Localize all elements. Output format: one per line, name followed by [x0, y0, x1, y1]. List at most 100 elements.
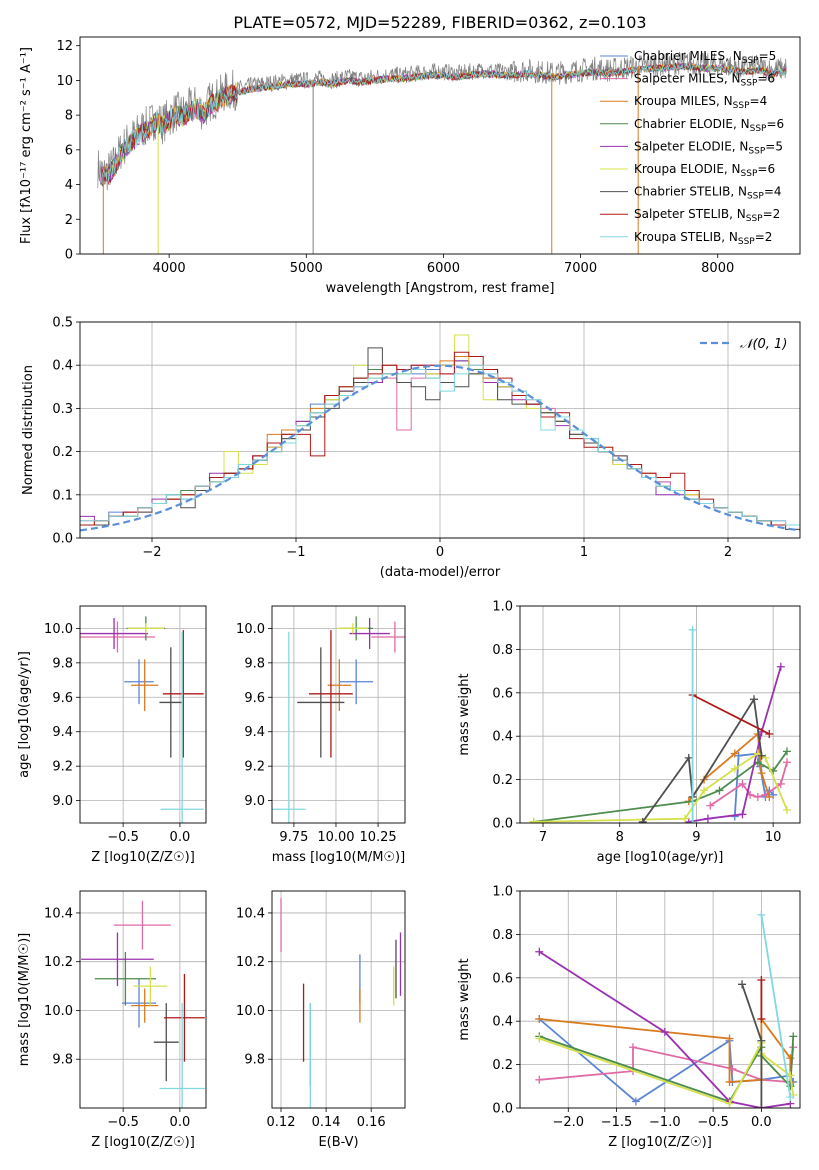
model-spectrum-8: [100, 63, 787, 185]
x-axis-label: (data-model)/error: [380, 565, 501, 580]
weight-marker: [757, 1015, 766, 1024]
x-tick-label: 6000: [427, 261, 460, 276]
weight-marker: [688, 819, 697, 823]
x-tick-label: 7000: [564, 261, 597, 276]
y-axis-label: mass weight: [457, 673, 472, 755]
y-axis-label: age [log10(age/yr)]: [17, 651, 32, 778]
spectrum-lines: [97, 51, 787, 254]
y-tick-label: 9.2: [244, 760, 265, 775]
x-tick-label: 0.12: [267, 1115, 296, 1130]
y-tick-label: 0.2: [492, 1058, 513, 1073]
x-tick-label: −1.5: [601, 1115, 633, 1130]
weight-marker: [738, 779, 747, 788]
y-tick-label: 2: [65, 213, 73, 228]
weight-line-3: [533, 750, 788, 823]
y-axis-label: Normed distribution: [21, 365, 36, 495]
y-tick-label: 10: [56, 74, 73, 89]
x-axis-label: wavelength [Angstrom, rest frame]: [326, 281, 555, 296]
y-tick-label: 10.4: [236, 906, 265, 921]
legend-label: Chabrier ELODIE, NSSP=6: [634, 117, 784, 134]
y-tick-label: 0.3: [52, 402, 73, 417]
weight-marker: [715, 786, 724, 795]
weight-marker: [749, 695, 758, 704]
x-tick-label: 0.16: [357, 1115, 386, 1130]
weight-marker: [660, 1028, 669, 1037]
weight-lines: [529, 625, 791, 823]
y-tick-label: 0.6: [492, 686, 513, 701]
y-tick-label: 0.2: [52, 445, 73, 460]
weight-marker: [688, 625, 697, 634]
weight-marker: [700, 786, 709, 795]
weight-marker: [776, 662, 785, 671]
model-spectrum-5: [100, 62, 787, 186]
axes-6: 0.12 0.14 0.16 9.8 10.0 10.2 10.4 E(B-V): [236, 890, 406, 1150]
axes-3: 9.75 10.00 10.25 9.0 9.2 9.4 9.6 9.8 10.0 mass [l…: [236, 605, 406, 865]
y-tick-label: 10.2: [44, 955, 73, 970]
axes-frame: [271, 890, 406, 1109]
y-tick-label: 9.0: [52, 794, 73, 809]
weight-marker: [535, 1034, 544, 1043]
y-tick-label: 0.0: [52, 532, 73, 547]
y-tick-label: 9.8: [244, 656, 265, 671]
y-tick-label: 9.6: [244, 691, 265, 706]
x-tick-label: 9.75: [279, 830, 308, 845]
axes-4: 7 8 9 10 0.0 0.2 0.4 0.6 0.8 1.0 age [log10(age/yr…: [457, 600, 801, 865]
y-tick-label: 0.1: [52, 488, 73, 503]
x-tick-label: 5000: [290, 261, 323, 276]
weight-marker: [782, 747, 791, 756]
y-tick-label: 8: [65, 109, 73, 124]
weight-marker: [757, 751, 766, 760]
x-tick-label: −2: [142, 545, 161, 560]
x-tick-label: −0.5: [107, 830, 139, 845]
y-tick-label: 9.6: [52, 691, 73, 706]
weight-marker: [535, 1015, 544, 1024]
weight-marker: [753, 792, 762, 801]
legend-label: Chabrier STELIB, NSSP=4: [634, 185, 782, 202]
weight-line-4: [688, 666, 782, 823]
y-tick-label: 0.4: [492, 730, 513, 745]
weight-marker: [703, 814, 712, 823]
y-tick-label: 10.0: [44, 1004, 73, 1019]
weight-marker: [776, 779, 785, 788]
x-tick-label: 9: [692, 830, 700, 845]
axes-frame: [79, 890, 207, 1109]
weight-marker: [786, 1093, 795, 1102]
y-tick-label: 1.0: [492, 600, 513, 615]
x-tick-label: 8000: [701, 261, 734, 276]
y-tick-label: 0.4: [52, 359, 73, 374]
weight-marker: [757, 1104, 766, 1108]
x-tick-label: 10.00: [317, 830, 354, 845]
weight-marker: [535, 947, 544, 956]
y-tick-label: 6: [65, 143, 73, 158]
weight-marker: [782, 805, 791, 814]
weight-line-6: [741, 984, 763, 1108]
legend-spectrum: Chabrier MILES, NSSP=5 Salpeter MILES, NS…: [600, 49, 784, 247]
weight-line-2: [688, 732, 771, 802]
axes-0: 4000 5000 6000 7000 8000 0 2 4 6 8 10 12 wavelength …: [19, 36, 801, 296]
weight-line-3: [539, 1035, 795, 1103]
y-tick-label: 0.8: [492, 928, 513, 943]
weight-marker: [631, 1097, 640, 1106]
y-tick-label: 0.8: [492, 643, 513, 658]
axes-frame: [271, 605, 406, 824]
weight-marker: [725, 1034, 734, 1043]
legend-label: Kroupa STELIB, NSSP=2: [634, 230, 772, 247]
axes-frame: [79, 36, 801, 255]
x-axis-label: age [log10(age/yr)]: [597, 850, 724, 865]
weight-marker: [535, 1075, 544, 1084]
x-axis-label: Z [log10(Z/Z☉)]: [91, 850, 195, 865]
y-tick-label: 0.2: [492, 773, 513, 788]
y-tick-label: 9.8: [244, 1053, 265, 1068]
y-tick-label: 9.8: [52, 1053, 73, 1068]
weight-marker: [725, 1077, 734, 1086]
x-tick-label: 4000: [153, 261, 186, 276]
errorbars: [81, 900, 205, 1108]
y-axis-label: mass weight: [457, 958, 472, 1040]
spectrum-title: PLATE=0572, MJD=52289, FIBERID=0362, z=0…: [233, 13, 646, 32]
weight-marker: [628, 1043, 637, 1052]
axes-frame: [519, 890, 801, 1109]
y-tick-label: 10.0: [236, 622, 265, 637]
legend-label: 𝒩(0, 1): [740, 337, 787, 352]
y-tick-label: 0.0: [492, 817, 513, 832]
